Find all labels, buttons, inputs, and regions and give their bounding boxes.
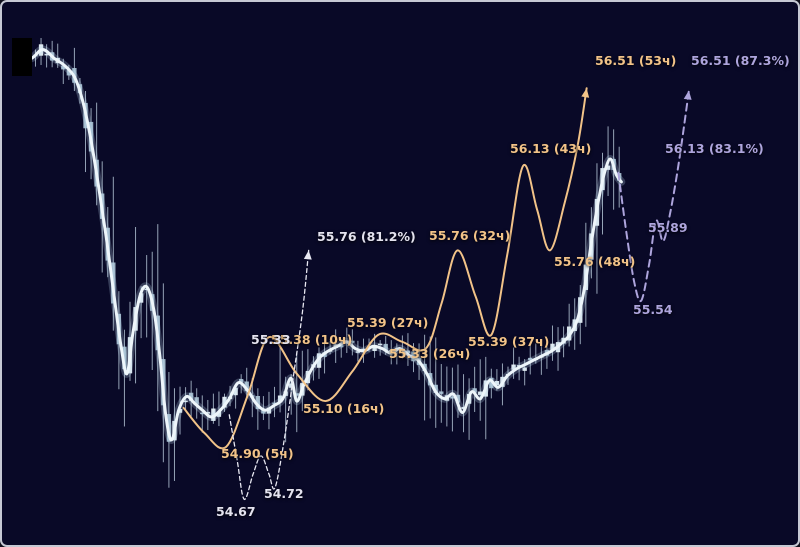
candle-body — [461, 406, 466, 410]
price-label: 55.33 — [251, 332, 291, 347]
candle-body — [377, 343, 383, 346]
candle-body — [511, 364, 516, 370]
candle-body — [66, 70, 72, 76]
price-label: 55.54 — [633, 302, 673, 317]
price-label: 54.90 (5ч) — [221, 446, 294, 461]
price-label: 55.38 (10ч) — [271, 332, 353, 347]
smoothed-price-line — [16, 47, 623, 442]
candle-body — [489, 377, 494, 389]
arrow-up-icon — [581, 88, 590, 98]
candle-body — [478, 391, 483, 395]
price-label: 56.13 (83.1%) — [665, 141, 764, 156]
candle-body — [339, 344, 344, 348]
candle-body — [222, 396, 227, 408]
candle-body — [188, 392, 194, 402]
price-label: 56.13 (43ч) — [510, 141, 592, 156]
candle-body — [177, 409, 183, 413]
candle-body — [383, 343, 388, 351]
arrow-up-icon — [683, 90, 692, 100]
candle-body — [200, 412, 205, 415]
forecast-curve-orange — [182, 87, 588, 450]
candle-body — [294, 393, 299, 396]
candle-body — [472, 388, 477, 393]
candle-body — [255, 395, 261, 410]
candle-body — [389, 350, 394, 354]
candle-body — [355, 351, 361, 353]
candle-body — [238, 379, 244, 383]
candle-body — [494, 381, 500, 386]
price-label: 55.76 (48ч) — [554, 254, 636, 269]
candle-body — [433, 384, 438, 393]
candle-body — [289, 383, 294, 388]
price-label: 54.67 — [216, 504, 256, 519]
candle-body — [372, 345, 377, 352]
candle-body — [439, 391, 444, 394]
candle-body — [605, 165, 611, 170]
price-label: 55.10 (16ч) — [303, 401, 385, 416]
candle-body — [61, 65, 66, 70]
candle-body — [138, 293, 144, 303]
candle-body — [550, 343, 555, 351]
price-label: 54.72 — [264, 486, 304, 501]
candle-body — [183, 400, 188, 403]
candle-body — [144, 288, 149, 291]
candle-body — [261, 409, 266, 414]
candle-body — [455, 394, 461, 403]
corner-info-box — [12, 38, 32, 76]
candle-body — [233, 387, 238, 396]
candle-body — [350, 340, 355, 343]
price-label: 55.89 — [648, 220, 688, 235]
candle-body — [194, 397, 199, 405]
candle-body — [522, 367, 527, 371]
price-label: 55.39 (27ч) — [347, 315, 429, 330]
candle-body — [528, 357, 533, 361]
candle-body — [272, 402, 277, 405]
price-label: 55.76 (81.2%) — [317, 229, 416, 244]
price-label: 56.51 (53ч) — [595, 53, 677, 68]
price-label: 55.76 (32ч) — [429, 228, 511, 243]
candle-body — [405, 350, 411, 354]
price-label: 55.39 (37ч) — [468, 334, 550, 349]
candle-body — [205, 412, 210, 414]
forecast-curve-lavender-dashed — [617, 89, 690, 303]
price-label: 56.51 (87.3%) — [691, 53, 790, 68]
candle-body — [211, 408, 216, 421]
arrow-up-icon — [303, 250, 312, 260]
candle-body — [44, 53, 49, 56]
price-label: 55.33 (26ч) — [389, 346, 471, 361]
candle-body — [244, 381, 249, 392]
candle-body — [277, 395, 283, 403]
candle-body — [450, 396, 455, 399]
candle-body — [122, 346, 127, 370]
candle-body — [216, 411, 222, 417]
forecast-curve-white-dashed — [228, 249, 310, 500]
